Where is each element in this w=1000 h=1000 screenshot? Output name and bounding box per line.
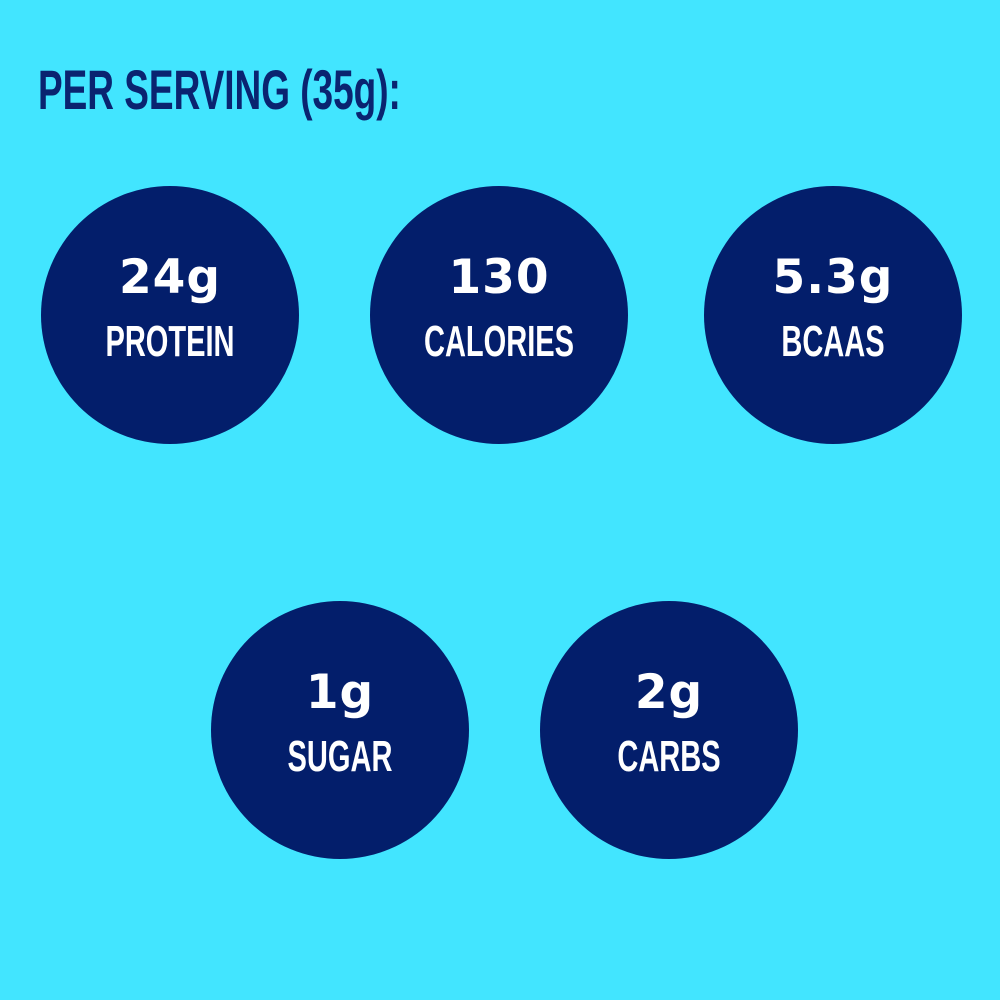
stat-circle-protein: 24g PROTEIN bbox=[41, 186, 299, 444]
stat-label: CALORIES bbox=[423, 317, 575, 366]
stat-value: 5.3g bbox=[772, 250, 894, 305]
stat-value: 130 bbox=[448, 250, 550, 305]
stat-label: CARBS bbox=[617, 732, 721, 781]
stat-label: BCAAS bbox=[781, 317, 885, 366]
stat-value: 24g bbox=[118, 250, 222, 305]
stat-label: PROTEIN bbox=[105, 317, 235, 366]
stat-label: SUGAR bbox=[287, 732, 393, 781]
stat-circle-carbs: 2g CARBS bbox=[540, 601, 798, 859]
stat-value: 1g bbox=[305, 665, 375, 720]
stat-circle-bcaas: 5.3g BCAAS bbox=[704, 186, 962, 444]
stat-circle-sugar: 1g SUGAR bbox=[211, 601, 469, 859]
stat-circle-calories: 130 CALORIES bbox=[370, 186, 628, 444]
stat-value: 2g bbox=[634, 665, 704, 720]
page-title: PER SERVING (35g): bbox=[38, 58, 401, 121]
